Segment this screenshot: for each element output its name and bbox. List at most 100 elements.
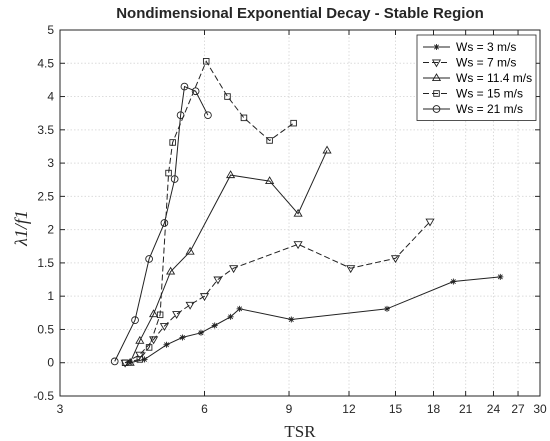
marker-shape — [165, 169, 172, 177]
data-point — [236, 305, 243, 312]
legend-marker — [433, 44, 440, 50]
marker-shape — [293, 241, 303, 250]
series-4 — [121, 58, 297, 366]
y-tick-label: -0.5 — [33, 389, 54, 403]
legend-marker — [433, 90, 440, 97]
marker-shape — [450, 279, 456, 285]
marker-shape — [433, 90, 440, 97]
legend-marker — [432, 105, 441, 113]
series-5 — [110, 82, 212, 366]
data-point — [265, 176, 275, 185]
marker-shape — [198, 330, 204, 336]
data-point — [135, 351, 145, 360]
marker-shape — [432, 105, 441, 113]
marker-shape — [240, 114, 248, 122]
data-point — [240, 114, 248, 122]
x-tick-label: 18 — [427, 402, 441, 416]
x-axis-label: TSR — [284, 422, 316, 441]
series-line — [129, 276, 501, 364]
data-point — [197, 329, 204, 336]
marker-shape — [431, 59, 442, 68]
data-point — [450, 278, 457, 285]
data-point — [425, 218, 435, 227]
data-point — [145, 255, 153, 263]
x-axis: 3 6 9 12 15 18 21 24 27 30 — [57, 30, 547, 416]
marker-shape — [135, 335, 145, 344]
marker-shape — [121, 359, 129, 366]
marker-shape — [228, 314, 234, 320]
marker-shape — [136, 356, 144, 363]
marker-shape — [384, 306, 390, 312]
marker-shape — [166, 266, 176, 275]
data-point — [226, 170, 236, 179]
data-point — [165, 169, 172, 177]
data-point — [185, 301, 195, 310]
marker-shape — [346, 265, 356, 274]
marker-shape — [204, 111, 212, 120]
marker-shape — [213, 276, 223, 285]
data-point — [390, 255, 401, 264]
y-axis-label: λ1/f1 — [11, 210, 31, 247]
x-tick-label: 30 — [533, 402, 547, 416]
marker-shape — [145, 344, 153, 351]
marker-shape — [497, 274, 503, 280]
y-tick-label: 3 — [47, 156, 54, 170]
marker-shape — [266, 137, 273, 144]
legend-label: Ws = 21 m/s — [456, 102, 523, 116]
marker-shape — [434, 44, 439, 50]
marker-shape — [265, 176, 275, 185]
data-point — [322, 145, 332, 154]
data-point — [293, 208, 303, 217]
legend-item: Ws = 3 m/s — [423, 40, 516, 54]
series — [110, 58, 504, 368]
data-point — [149, 309, 159, 318]
series-3 — [125, 145, 332, 366]
data-point — [199, 293, 210, 302]
marker-shape — [145, 255, 153, 263]
data-point — [290, 119, 297, 127]
marker-shape — [172, 311, 182, 320]
data-point — [266, 137, 273, 144]
x-tick-label: 21 — [459, 402, 473, 416]
series-line — [124, 60, 294, 364]
marker-shape — [170, 175, 179, 183]
marker-shape — [229, 265, 239, 274]
data-point — [383, 305, 390, 312]
data-point — [191, 87, 200, 96]
legend-item: Ws = 21 m/s — [423, 102, 523, 116]
data-point — [293, 241, 303, 250]
marker-shape — [169, 139, 176, 146]
marker-shape — [322, 145, 332, 154]
marker-shape — [110, 357, 119, 366]
y-tick-label: 2 — [47, 223, 54, 237]
marker-shape — [176, 111, 185, 120]
y-tick-label: 2.5 — [37, 189, 54, 203]
y-tick-label: 4 — [47, 90, 54, 104]
x-tick-label: 3 — [57, 402, 64, 416]
y-tick-label: 3.5 — [37, 123, 54, 137]
data-point — [227, 313, 234, 320]
data-point — [202, 58, 210, 65]
y-axis-label-group: λ1/f1 — [11, 210, 31, 247]
marker-shape — [180, 82, 189, 91]
marker-shape — [156, 311, 164, 319]
data-point — [176, 111, 185, 120]
y-tick-label: 0 — [47, 356, 54, 370]
x-tick-label: 9 — [286, 402, 293, 416]
data-point — [180, 82, 189, 91]
y-tick-label: 4.5 — [37, 56, 54, 70]
marker-shape — [160, 219, 169, 227]
data-point — [145, 344, 153, 351]
marker-shape — [159, 323, 169, 332]
legend-item: Ws = 7 m/s — [423, 56, 516, 70]
marker-shape — [290, 119, 297, 127]
data-point — [121, 359, 129, 366]
data-point — [159, 323, 169, 332]
y-tick-label: 1 — [47, 289, 54, 303]
legend-label: Ws = 7 m/s — [456, 56, 516, 70]
chart-title: Nondimensional Exponential Decay - Stabl… — [116, 5, 484, 22]
data-point — [185, 246, 195, 255]
x-tick-label: 27 — [511, 402, 525, 416]
x-tick-label: 24 — [487, 402, 501, 416]
marker-shape — [390, 255, 401, 264]
